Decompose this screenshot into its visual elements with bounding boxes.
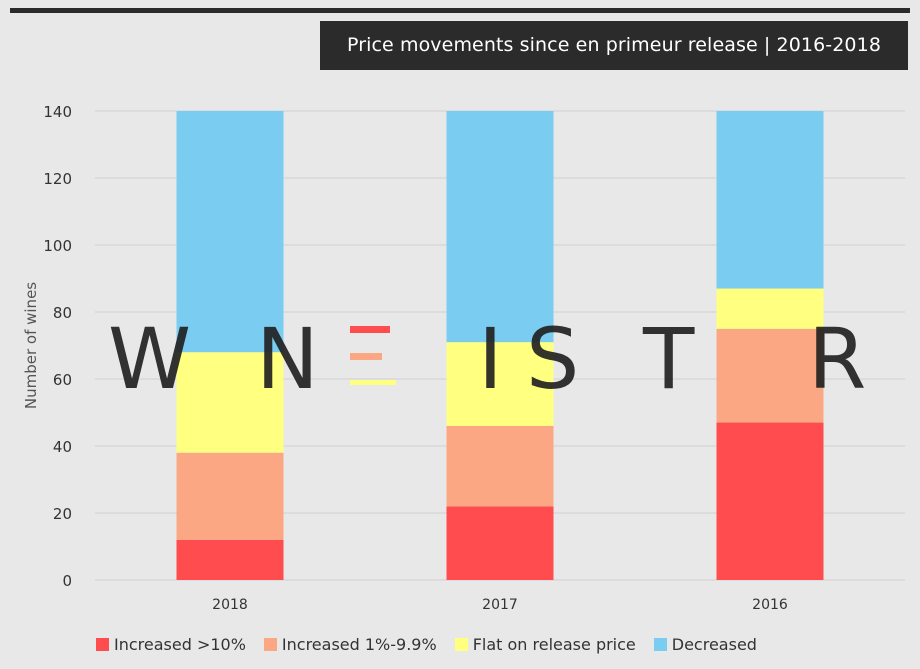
legend-label: Increased >10% — [114, 634, 246, 654]
y-tick-label: 20 — [53, 505, 72, 523]
legend-swatch — [96, 637, 109, 651]
legend-label: Increased 1%-9.9% — [281, 634, 437, 654]
bar-segment — [716, 328, 824, 423]
bar-segment — [176, 539, 284, 580]
x-tick-label: 2016 — [752, 597, 788, 613]
bar-segment — [176, 452, 284, 540]
x-tick-label: 2018 — [212, 597, 248, 613]
y-tick-label: 100 — [43, 237, 72, 255]
legend-label: Decreased — [671, 634, 757, 654]
bar-segment — [176, 352, 284, 453]
legend-item-flat: Flat on release price — [454, 634, 636, 654]
y-tick-label: 60 — [53, 371, 72, 389]
y-tick-label: 0 — [62, 572, 72, 590]
bar-segment — [716, 422, 824, 580]
legend-item-increased-10: Increased >10% — [96, 635, 246, 654]
bar-segment — [446, 425, 554, 507]
bar-segment — [446, 342, 554, 426]
y-axis-label: Number of wines — [22, 282, 40, 409]
top-rule — [10, 8, 910, 13]
chart-title: Price movements since en primeur release… — [320, 21, 908, 70]
legend-item-decreased: Decreased — [653, 634, 757, 654]
bar-segment — [446, 111, 554, 343]
bar-segment — [716, 111, 824, 289]
y-tick-label: 140 — [43, 103, 72, 121]
x-tick-label: 2017 — [482, 597, 518, 613]
legend-swatch — [454, 637, 468, 651]
legend-label: Flat on release price — [472, 634, 636, 654]
y-tick-label: 40 — [53, 438, 72, 456]
legend-item-increased-1-9: Increased 1%-9.9% — [263, 634, 437, 654]
y-tick-label: 80 — [53, 304, 72, 322]
legend-swatch — [263, 637, 277, 651]
bar-segment — [716, 288, 824, 329]
legend-swatch — [653, 637, 667, 651]
chart-legend: Increased >10% Increased 1%-9.9% Flat on… — [96, 632, 775, 656]
bar-segment — [176, 111, 284, 353]
y-tick-label: 120 — [43, 170, 72, 188]
bar-segment — [446, 506, 554, 580]
